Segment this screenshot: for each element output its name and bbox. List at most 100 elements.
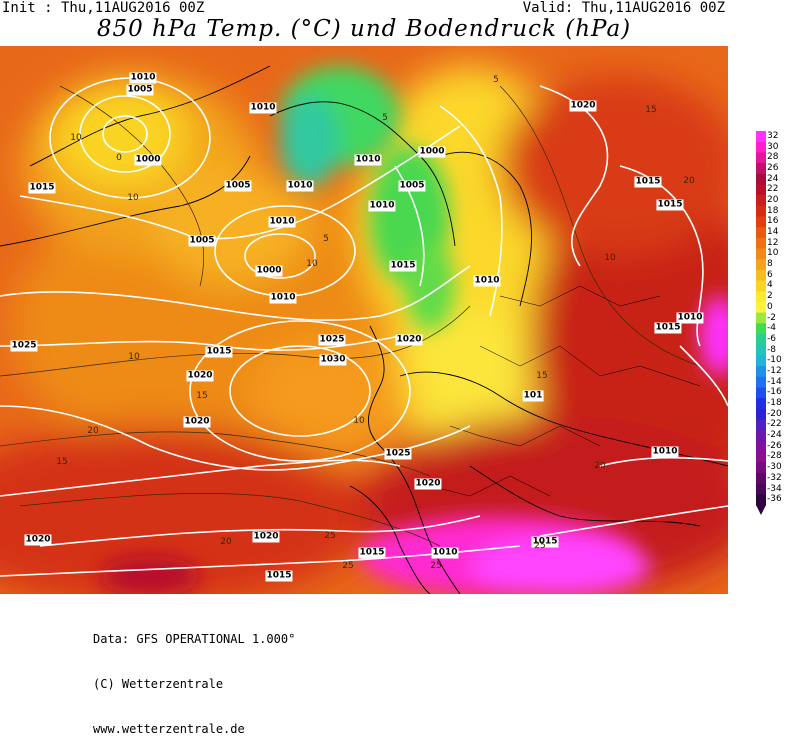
colorbar-swatch [756, 184, 766, 196]
colorbar-swatch [756, 366, 766, 378]
colorbar-swatch [756, 408, 766, 421]
colorbar-swatch [756, 472, 766, 485]
colorbar-swatch [756, 462, 766, 474]
colorbar-swatch [756, 173, 766, 186]
colorbar-swatch [756, 312, 766, 324]
colorbar-label: -18 [767, 398, 782, 408]
colorbar-swatch [756, 301, 766, 314]
colorbar-label: -6 [767, 333, 776, 344]
colorbar-label: -30 [767, 462, 782, 473]
colorbar-swatch [756, 376, 766, 389]
temp-contour-label: 0 [116, 153, 122, 163]
colorbar-swatch [756, 216, 766, 228]
colorbar-label: -28 [767, 451, 782, 462]
temp-contour-label: 15 [196, 391, 208, 401]
isobar-label: 1010 [249, 102, 277, 114]
colorbar-label: -8 [767, 344, 776, 355]
colorbar-swatch [756, 141, 766, 153]
isobar-label: 1015 [358, 547, 386, 559]
isobar-label: 1000 [255, 265, 283, 277]
isobar-label: 1010 [354, 154, 382, 166]
colorbar-swatch [756, 152, 766, 164]
isobar-label: 1020 [183, 416, 211, 428]
colorbar-swatch [756, 163, 766, 175]
isobar-label: 1020 [186, 370, 214, 382]
isobar-label: 1025 [10, 340, 38, 352]
colorbar-label: 28 [767, 152, 779, 163]
colorbar-label: 24 [767, 173, 779, 184]
isobar-label: 1015 [389, 260, 417, 272]
isobar-label: 1025 [318, 334, 346, 346]
temp-contour-label: 15 [645, 105, 657, 115]
colorbar-label: 4 [767, 280, 773, 291]
isobar-label: 1000 [418, 146, 446, 158]
map-canvas [0, 46, 728, 594]
colorbar-swatch [756, 259, 766, 271]
colorbar-label: 32 [767, 130, 779, 141]
colorbar-label: -32 [767, 472, 782, 483]
colorbar-swatch [756, 237, 766, 250]
isobar-label: 1015 [656, 199, 684, 211]
temp-contour-label: 25 [430, 561, 442, 571]
colorbar-swatch [756, 483, 766, 495]
temp-contour-label: 10 [70, 133, 82, 143]
colorbar-label: 14 [767, 227, 779, 237]
isobar-label: 1015 [28, 182, 56, 194]
colorbar-label: -34 [767, 483, 782, 494]
colorbar-label: 12 [767, 237, 779, 248]
temp-contour-label: 15 [536, 371, 548, 381]
colorbar-swatch [756, 131, 766, 143]
colorbar-swatch [756, 205, 766, 218]
temp-contour-label: 10 [127, 193, 139, 203]
isobar-label: 1015 [205, 346, 233, 358]
colorbar-swatch [756, 440, 766, 453]
temp-contour-label: 25 [324, 531, 336, 541]
colorbar-swatch [756, 344, 766, 356]
colorbar-swatch [756, 494, 766, 506]
temp-contour-label: 5 [382, 113, 388, 123]
isobar-label: 1015 [531, 536, 559, 548]
colorbar-label: 18 [767, 205, 779, 216]
colorbar-label: -10 [767, 355, 782, 366]
temp-contour-label: 10 [128, 352, 140, 362]
colorbar-swatch [756, 451, 766, 463]
chart-title: 850 hPa Temp. (°C) und Bodendruck (hPa) [96, 16, 632, 42]
isobar-label: 1005 [126, 84, 154, 96]
isobar-label: 1030 [319, 354, 347, 366]
colorbar-label: -4 [767, 323, 776, 334]
colorbar-label: -24 [767, 430, 782, 440]
isobar-label: 1005 [188, 235, 216, 247]
colorbar-label: -20 [767, 408, 782, 419]
temperature-colorbar [756, 131, 766, 515]
colorbar-swatch [756, 334, 766, 346]
colorbar-swatch [756, 398, 766, 410]
isobar-label: 1010 [473, 275, 501, 287]
country-borders [429, 285, 701, 497]
colorbar-swatch [756, 355, 766, 367]
colorbar-label: -26 [767, 440, 782, 451]
footer: Data: GFS OPERATIONAL 1.000° (C) Wetterz… [93, 602, 295, 752]
colorbar-swatch [756, 195, 766, 207]
colorbar-label: 8 [767, 259, 773, 270]
colorbar-swatch [756, 430, 766, 442]
colorbar-label: 16 [767, 216, 779, 227]
temp-contour-label: 10 [604, 253, 616, 263]
isobar-label: 1015 [634, 176, 662, 188]
colorbar-label: -16 [767, 387, 782, 398]
temp-contour-label: 20 [87, 426, 99, 436]
colorbar-swatch [756, 419, 766, 431]
isobar-label: 1020 [24, 534, 52, 546]
colorbar-label: 0 [767, 301, 773, 312]
colorbar-label: -2 [767, 312, 776, 323]
isobar-label: 1015 [654, 322, 682, 334]
colorbar-swatch [756, 248, 766, 260]
colorbar-swatch [756, 269, 766, 282]
isobar-label: 1005 [224, 180, 252, 192]
temp-contour-label: 20 [594, 461, 606, 471]
colorbar-label: 6 [767, 269, 773, 280]
temperature-field [0, 46, 728, 594]
temp-contour-label: 15 [56, 457, 68, 467]
weather-map: 1010 1005 1010 1000 1010 1015 1005 1005 … [0, 46, 728, 594]
isobar-label: 1010 [269, 292, 297, 304]
colorbar-label: 10 [767, 248, 779, 259]
